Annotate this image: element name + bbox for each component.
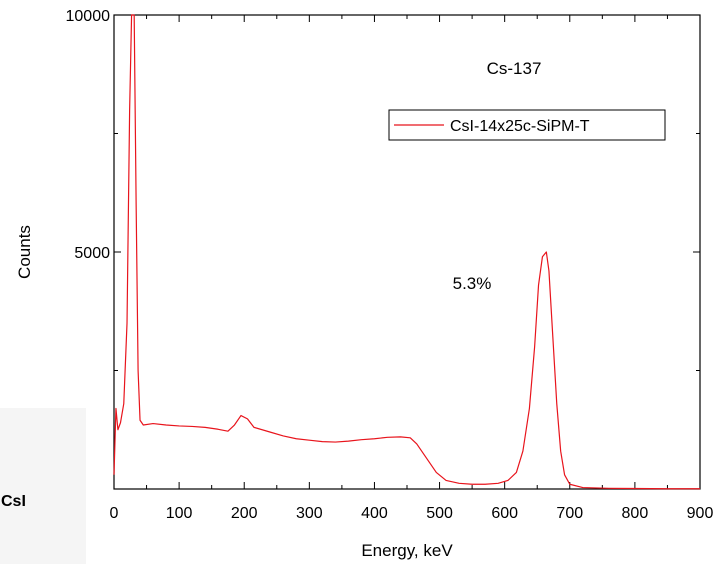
annotation-isotope: Cs-137 (487, 59, 542, 78)
side-panel (0, 408, 86, 564)
x-tick-label: 100 (166, 505, 193, 522)
y-axis-title: Counts (15, 225, 34, 279)
tick-marks (113, 14, 701, 490)
series-line (113, 14, 700, 490)
x-tick-label: 200 (231, 505, 258, 522)
x-axis-title: Energy, keV (361, 541, 453, 560)
annotation-resolution: 5.3% (453, 274, 492, 293)
x-tick-label: 700 (556, 505, 583, 522)
x-tick-label: 400 (361, 505, 388, 522)
x-tick-label: 300 (296, 505, 323, 522)
tick-labels: 0 100 200 300 400 500 600 700 800 900 5000 10000 (66, 8, 713, 522)
axes (113, 14, 701, 490)
y-tick-label: 5000 (74, 245, 110, 262)
x-tick-label: 500 (426, 505, 453, 522)
legend: CsI-14x25c-SiPM-T (388, 109, 666, 141)
x-tick-label: 900 (687, 505, 713, 522)
side-label: CsI (1, 493, 26, 510)
legend-label: CsI-14x25c-SiPM-T (450, 118, 590, 135)
y-tick-label: 10000 (66, 8, 111, 25)
x-tick-label: 600 (491, 505, 518, 522)
x-tick-label: 800 (622, 505, 649, 522)
x-tick-label: 0 (110, 505, 119, 522)
plot-frame (113, 14, 701, 490)
series-lines (113, 14, 700, 490)
